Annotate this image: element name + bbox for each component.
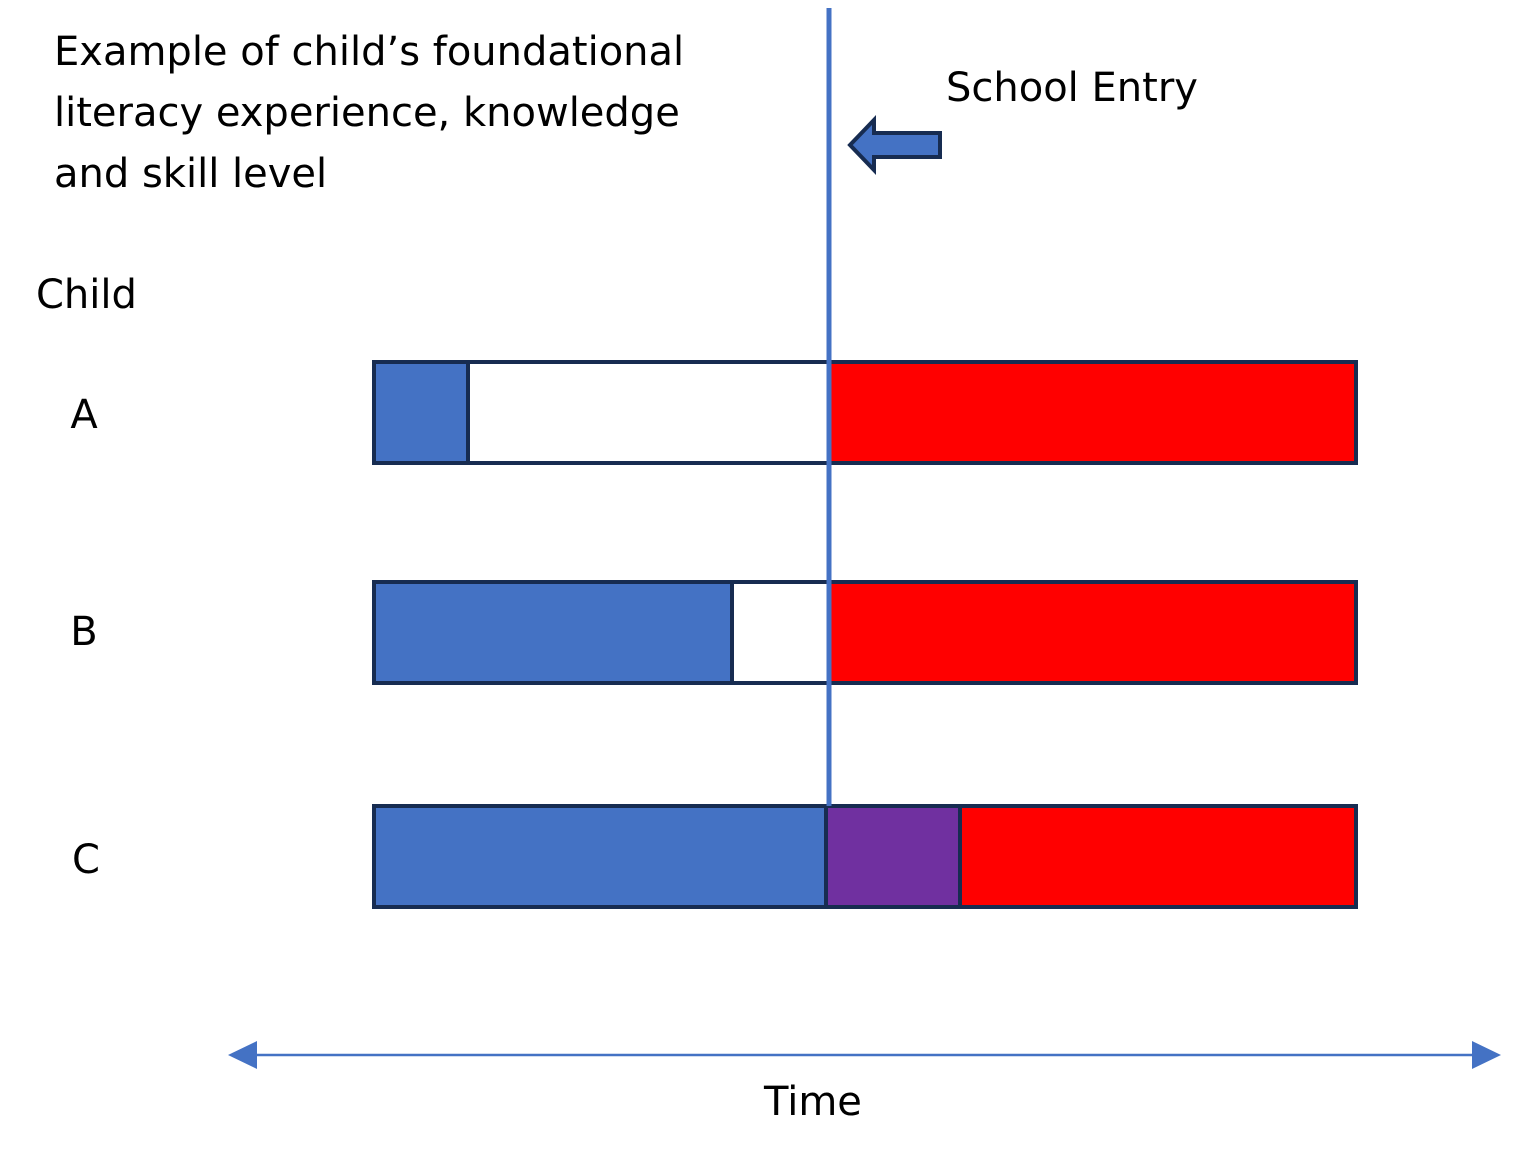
row-a-blue-segment (372, 360, 470, 465)
time-axis-right-arrowhead-icon (1472, 1041, 1501, 1069)
row-label-b: B (70, 609, 98, 655)
row-c-blue-segment (372, 804, 828, 909)
row-c-bar (372, 804, 1358, 909)
row-a-white-segment (466, 360, 831, 465)
row-b-bar (372, 580, 1358, 685)
title-line: Example of child’s foundational (54, 29, 685, 75)
title-line: and skill level (54, 151, 328, 197)
title-line: literacy experience, knowledge (54, 90, 680, 136)
time-axis-arrow (228, 1041, 1501, 1069)
time-axis-label: Time (764, 1079, 862, 1125)
school-entry-arrow-icon (847, 115, 942, 175)
row-b-red-segment (827, 580, 1358, 685)
row-b-blue-segment (372, 580, 734, 685)
time-axis-left-arrowhead-icon (228, 1041, 257, 1069)
diagram-title: Example of child’s foundational literacy… (54, 22, 684, 205)
row-a-bar (372, 360, 1358, 465)
row-label-c: C (72, 837, 100, 883)
row-b-white-segment (730, 580, 831, 685)
row-c-red-segment (958, 804, 1358, 909)
row-c-purple-segment (824, 804, 962, 909)
school-entry-label: School Entry (946, 65, 1198, 111)
row-a-red-segment (827, 360, 1358, 465)
row-label-a: A (70, 392, 98, 438)
child-column-heading: Child (36, 272, 137, 318)
